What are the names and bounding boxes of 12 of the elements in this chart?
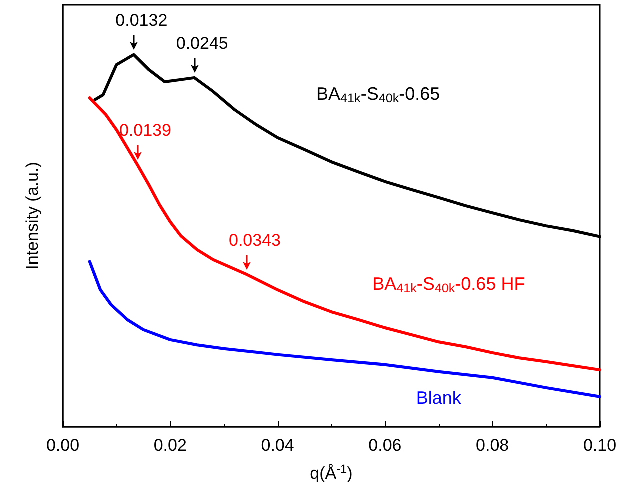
annotation: 0.0343 bbox=[228, 230, 281, 251]
annotation: 0.0132 bbox=[116, 10, 168, 31]
series-label: Blank bbox=[416, 388, 462, 408]
x-tick-label: 0.04 bbox=[261, 436, 294, 455]
x-tick-label: 0.02 bbox=[154, 436, 187, 455]
annotation: 0.0245 bbox=[176, 34, 228, 54]
x-tick-label: 0.06 bbox=[368, 436, 402, 455]
x-tick-label: 0.10 bbox=[583, 436, 617, 455]
x-tick-label: 0.08 bbox=[476, 436, 510, 455]
annotation: 0.0139 bbox=[119, 121, 172, 142]
x-tick-label: 0.00 bbox=[46, 436, 80, 455]
y-axis-title: Intensity (a.u.) bbox=[23, 162, 42, 270]
